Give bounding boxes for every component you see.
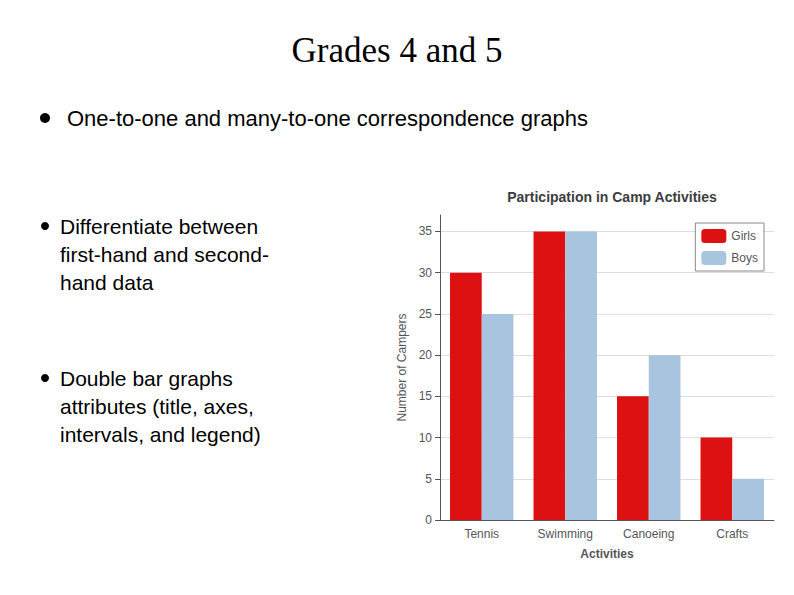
svg-text:Double bar graphs: Double bar graphs	[60, 367, 233, 390]
svg-text:Participation in Camp Activiti: Participation in Camp Activities	[507, 189, 717, 205]
svg-text:30: 30	[419, 266, 433, 280]
svg-text:Canoeing: Canoeing	[623, 527, 674, 541]
svg-text:intervals, and legend): intervals, and legend)	[60, 423, 261, 446]
svg-text:attributes (title, axes,: attributes (title, axes,	[60, 395, 254, 418]
svg-text:35: 35	[419, 224, 433, 238]
svg-text:hand data: hand data	[60, 271, 154, 294]
svg-text:Activities: Activities	[580, 547, 634, 561]
svg-text:Number of Campers: Number of Campers	[395, 313, 409, 421]
svg-text:One-to-one and many-to-one cor: One-to-one and many-to-one correspondenc…	[67, 106, 588, 131]
svg-text:5: 5	[425, 472, 432, 486]
svg-text:Girls: Girls	[731, 229, 756, 243]
svg-text:Differentiate between: Differentiate between	[60, 215, 258, 238]
svg-text:20: 20	[419, 348, 433, 362]
svg-text:25: 25	[419, 307, 433, 321]
svg-text:0: 0	[425, 513, 432, 527]
svg-text:Swimming: Swimming	[538, 527, 593, 541]
svg-text:15: 15	[419, 389, 433, 403]
svg-text:first-hand and second-: first-hand and second-	[60, 243, 269, 266]
svg-text:10: 10	[419, 431, 433, 445]
svg-text:Tennis: Tennis	[464, 527, 499, 541]
svg-text:Boys: Boys	[731, 251, 758, 265]
svg-text:Grades 4 and 5: Grades 4 and 5	[292, 31, 503, 70]
svg-text:Crafts: Crafts	[716, 527, 748, 541]
